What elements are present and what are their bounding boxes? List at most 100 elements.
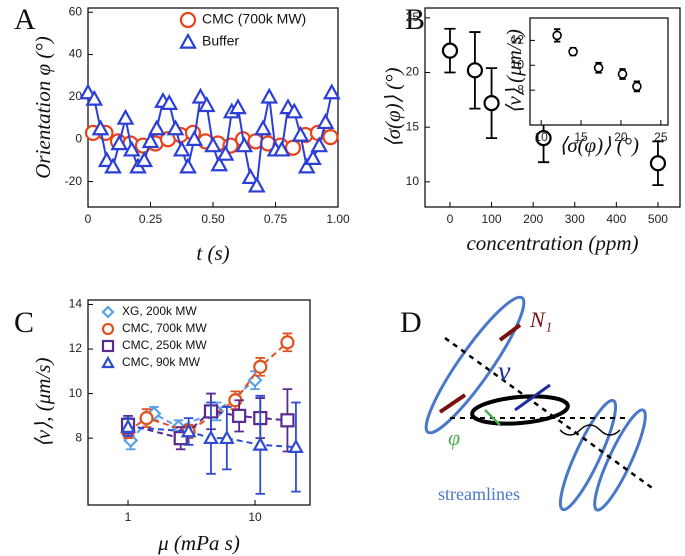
marker: [254, 119, 272, 136]
x-tick-label: 1: [125, 510, 132, 524]
x-tick-label: 200: [523, 212, 543, 226]
marker: [552, 30, 562, 41]
marker: [179, 157, 197, 174]
streamlines-label: streamlines: [438, 484, 520, 504]
plot-frame: [87, 299, 311, 506]
marker: [197, 96, 216, 113]
marker: [160, 94, 179, 110]
marker: [135, 151, 154, 168]
marker: [272, 140, 291, 157]
marker: [204, 136, 222, 153]
marker: [241, 168, 260, 185]
marker: [110, 134, 129, 151]
marker: [291, 125, 310, 142]
marker: [101, 305, 115, 319]
marker: [632, 81, 642, 92]
marker: [304, 149, 322, 166]
marker: [253, 359, 268, 374]
marker: [210, 155, 229, 172]
y-axis-title: ⟨v⟩ (μm/s): [502, 29, 526, 114]
marker: [116, 108, 135, 125]
marker: [232, 408, 247, 423]
y-tick-label: 12: [511, 33, 525, 47]
y-tick-label: 14: [69, 297, 83, 311]
marker: [179, 11, 197, 29]
marker: [593, 62, 604, 73]
x-tick-label: 20: [614, 130, 628, 144]
marker: [147, 119, 166, 136]
marker: [180, 423, 197, 438]
force-label: N₁: [529, 307, 552, 332]
marker: [104, 157, 122, 174]
marker: [122, 140, 141, 157]
marker: [216, 144, 235, 161]
y-tick-label: -20: [65, 174, 83, 188]
x-tick-label: 0: [447, 212, 454, 226]
x-tick-label: 0.75: [264, 212, 288, 226]
marker: [172, 140, 191, 157]
marker: [179, 32, 197, 49]
x-axis-title: ⟨σ(φ)⟩ (°): [559, 133, 639, 157]
x-tick-label: 0.50: [201, 212, 225, 226]
marker: [101, 322, 115, 336]
marker: [280, 335, 295, 350]
marker: [322, 129, 339, 146]
y-axis-title: Orientation φ (°): [31, 36, 55, 179]
x-tick-label: 400: [606, 212, 626, 226]
x-tick-label: 0: [85, 212, 92, 226]
marker: [141, 132, 160, 149]
marker: [218, 429, 235, 445]
marker: [310, 136, 329, 153]
chart: 10 15 20 25 8 10 12 ⟨σ(φ)⟩ (°) ⟨v⟩ (μm/s): [502, 17, 669, 157]
y-tick-label: 8: [517, 82, 524, 96]
x-axis-title: concentration (ppm): [466, 231, 638, 255]
marker: [191, 87, 210, 104]
marker: [139, 410, 154, 426]
marker: [85, 89, 104, 106]
legend-label: CMC, 90k MW: [122, 355, 201, 369]
x-tick-label: 1.00: [326, 212, 350, 226]
marker: [166, 119, 185, 136]
y-axis-title: ⟨σ(φ)⟩ (°): [381, 68, 405, 148]
marker: [441, 42, 459, 59]
marker: [483, 95, 500, 112]
legend-label: CMC, 250k MW: [122, 338, 207, 352]
y-tick-label: 10: [511, 57, 525, 71]
marker: [649, 155, 667, 172]
y-tick-label: 0: [75, 131, 82, 145]
y-tick-label: 10: [406, 174, 420, 188]
marker: [322, 83, 341, 100]
marker: [247, 176, 266, 193]
marker: [101, 355, 115, 369]
panel-label: D: [400, 306, 422, 339]
marker: [568, 46, 578, 57]
y-tick-label: 20: [406, 65, 420, 79]
chart: 1 10 8 10 12 14 μ (mPa s) ⟨v⟩, (μm/s) XG, 200k M…: [31, 297, 311, 555]
x-tick-label: 10: [534, 130, 548, 144]
legend-label: CMC (700k MW): [202, 11, 306, 27]
x-axis-title: μ (mPa s): [157, 531, 240, 555]
chart: 0 0.25 0.50 0.75 1.00 -20 0 20 40 60 t (s) Orientat…: [31, 4, 350, 264]
marker: [203, 429, 219, 445]
y-tick-label: 8: [75, 430, 82, 444]
panel-label: C: [14, 306, 34, 339]
x-tick-label: 25: [654, 130, 668, 144]
marker: [316, 113, 335, 130]
marker: [185, 129, 204, 146]
legend-label: XG, 200k MW: [122, 304, 197, 318]
y-tick-label: 20: [69, 89, 83, 103]
x-tick-label: 500: [648, 212, 668, 226]
panel-label: A: [14, 3, 36, 36]
marker: [91, 119, 110, 136]
x-tick-label: 300: [565, 212, 585, 226]
marker: [617, 69, 628, 79]
legend-label: Buffer: [202, 33, 239, 49]
y-tick-label: 10: [69, 386, 83, 400]
velocity-label: v: [498, 356, 511, 387]
marker: [285, 102, 304, 119]
x-tick-label: 100: [482, 212, 502, 226]
marker: [535, 130, 552, 147]
marker: [280, 413, 295, 428]
y-axis-title: ⟨v⟩, (μm/s): [31, 358, 55, 448]
